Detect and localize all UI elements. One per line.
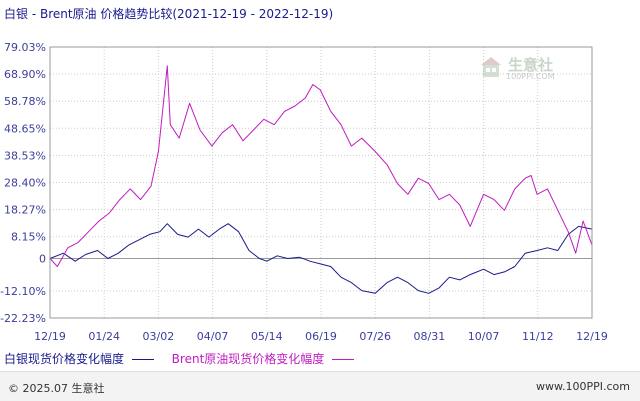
y-tick-label: 18.27% — [4, 204, 46, 217]
footer: © 2025.07 生意社 www.100PPI.com — [0, 371, 640, 401]
watermark-name: 生意社 — [508, 56, 554, 74]
x-tick-label: 08/31 — [414, 330, 446, 343]
grid-layer — [49, 46, 593, 319]
y-tick-label: 79.03% — [4, 41, 46, 54]
x-tick-label: 01/24 — [88, 330, 120, 343]
x-tick-label: 05/14 — [251, 330, 283, 343]
y-tick-label: 0 — [39, 253, 46, 266]
plot-frame — [49, 46, 593, 319]
x-tick-label: 12/19 — [576, 330, 608, 343]
x-tick-label: 03/02 — [143, 330, 175, 343]
y-tick-label: 58.78% — [4, 95, 46, 108]
chart-title: 白银 - Brent原油 价格趋势比较(2021-12-19 - 2022-12… — [4, 7, 334, 21]
x-tick-label: 12/19 — [34, 330, 66, 343]
series-layer — [49, 65, 593, 294]
legend-series-brent: Brent原油现货价格变化幅度 — [171, 352, 325, 366]
watermark-url: 100PPI.COM — [506, 72, 555, 81]
footer-site-link[interactable]: www.100PPI.com — [536, 380, 630, 393]
y-tick-label: -22.23% — [0, 312, 46, 325]
footer-copyright: © 2025.07 生意社 — [8, 382, 105, 395]
watermark: 生意社 100PPI.COM — [480, 52, 580, 86]
y-tick-labels: 79.03% 68.90% 58.78% 48.65% 38.53% 28.40% 18.2… — [0, 41, 46, 325]
legend-line-brent — [332, 359, 355, 360]
y-tick-label: 68.90% — [4, 68, 46, 81]
x-tick-label: 04/07 — [197, 330, 229, 343]
legend: 白银现货价格变化幅度 Brent原油现货价格变化幅度 — [4, 350, 355, 367]
y-tick-label: 38.53% — [4, 149, 46, 162]
x-tick-label: 11/12 — [522, 330, 554, 343]
logo-icon — [481, 57, 501, 77]
x-tick-labels: 12/19 01/24 03/02 04/07 05/14 06/19 07/26 08/31… — [34, 330, 608, 343]
x-tick-label: 10/07 — [468, 330, 500, 343]
legend-series-silver: 白银现货价格变化幅度 — [4, 352, 125, 366]
y-tick-label: 28.40% — [4, 177, 46, 190]
legend-line-silver — [131, 359, 154, 360]
y-tick-label: -12.10% — [0, 285, 46, 298]
y-tick-label: 48.65% — [4, 122, 46, 135]
x-tick-label: 07/26 — [359, 330, 391, 343]
series-line-brent — [49, 65, 593, 267]
x-tick-label: 06/19 — [305, 330, 337, 343]
y-tick-label: 8.15% — [11, 231, 46, 244]
series-line-silver — [49, 223, 593, 294]
